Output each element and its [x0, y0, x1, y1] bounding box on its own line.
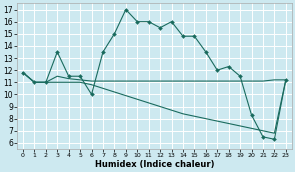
X-axis label: Humidex (Indice chaleur): Humidex (Indice chaleur) — [95, 159, 214, 169]
